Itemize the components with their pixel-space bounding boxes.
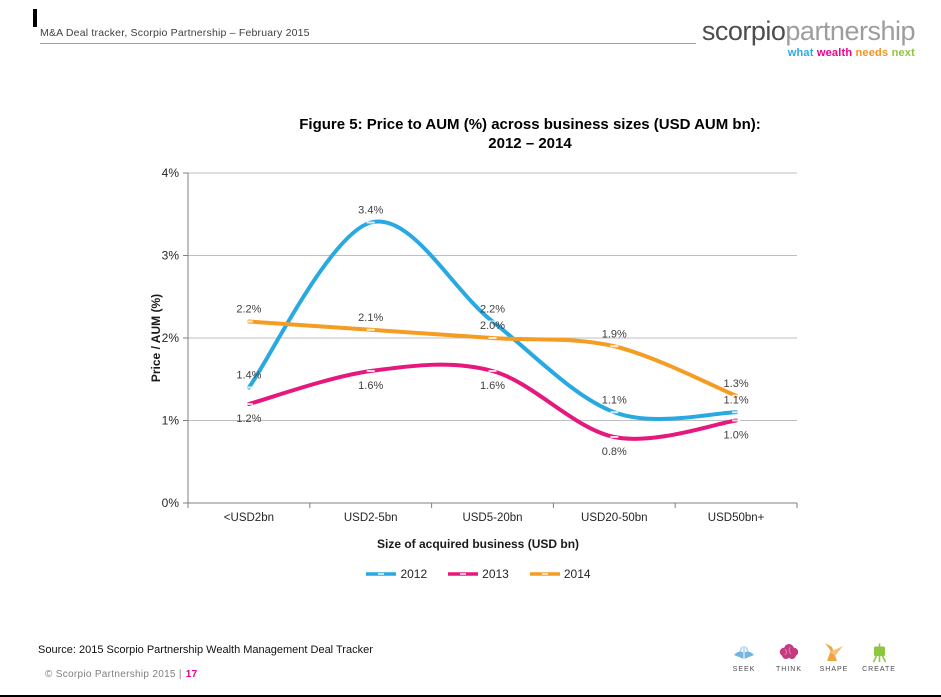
data-point-label: 2.2% xyxy=(236,304,261,316)
create-item: CREATE xyxy=(862,640,896,673)
seek-label: SEEK xyxy=(732,666,756,673)
think-icon xyxy=(779,644,799,659)
x-category-label: USD2-5bn xyxy=(344,512,398,524)
legend-label: 2013 xyxy=(482,567,509,581)
legend-swatch xyxy=(529,572,560,576)
series-line-2013 xyxy=(246,362,739,441)
y-tick-label: 4% xyxy=(162,166,180,180)
y-tick-label: 1% xyxy=(162,414,180,428)
legend-swatch xyxy=(366,572,397,576)
seek-item: SEEK xyxy=(728,640,760,673)
header-rule xyxy=(40,43,696,44)
create-icon xyxy=(872,643,887,663)
data-point-label: 1.0% xyxy=(724,430,749,442)
legend-item-2013: 2013 xyxy=(447,567,509,581)
slide-header: M&A Deal tracker, Scorpio Partnership – … xyxy=(40,27,310,39)
source-note: Source: 2015 Scorpio Partnership Wealth … xyxy=(38,644,373,656)
shape-icon xyxy=(825,643,843,661)
data-point-label: 2.0% xyxy=(480,320,505,332)
data-point-label: 1.6% xyxy=(358,380,383,392)
data-point-label: 1.1% xyxy=(602,394,627,406)
logo-wordmark: scorpiopartnership xyxy=(701,16,916,46)
series-line-2012 xyxy=(246,219,739,421)
data-point-label: 1.3% xyxy=(724,378,749,390)
y-tick-label: 2% xyxy=(162,331,180,345)
slide-corner-mark xyxy=(33,9,37,27)
y-tick-label: 3% xyxy=(162,249,180,263)
chart-title: Figure 5: Price to AUM (%) across busine… xyxy=(120,115,940,153)
shape-item: SHAPE xyxy=(818,640,850,673)
x-axis-title: Size of acquired business (USD bn) xyxy=(376,537,580,551)
x-category-label: USD50bn+ xyxy=(708,512,765,524)
y-axis-title: Price / AUM (%) xyxy=(149,293,163,383)
legend-item-2012: 2012 xyxy=(365,567,427,581)
data-point-label: 1.6% xyxy=(480,380,505,392)
tagline-word-next: next xyxy=(888,47,915,59)
logo-tagline: what wealth needs next xyxy=(702,48,915,59)
shape-label: SHAPE xyxy=(819,666,849,673)
logo-part1: scorpio xyxy=(701,16,786,46)
tagline-word-wealth: wealth xyxy=(813,47,853,59)
footer-brand-icons: SEEK THINK SHAPE CREATE xyxy=(728,640,895,673)
legend-label: 2012 xyxy=(400,567,428,581)
x-category-label: <USD2bn xyxy=(224,512,274,524)
create-label: CREATE xyxy=(862,666,896,673)
data-point-label: 1.2% xyxy=(236,413,261,425)
think-item: THINK xyxy=(773,640,805,673)
think-label: THINK xyxy=(776,666,802,673)
chart-legend: 2012 2013 2014 xyxy=(140,567,816,581)
chart-title-line1: Figure 5: Price to AUM (%) across busine… xyxy=(299,116,761,133)
data-point-label: 0.8% xyxy=(602,446,627,458)
legend-label: 2014 xyxy=(563,567,591,581)
x-category-label: USD5-20bn xyxy=(462,512,522,524)
data-point-label: 2.1% xyxy=(358,312,383,324)
legend-item-2014: 2014 xyxy=(529,567,591,581)
seek-icon xyxy=(734,646,754,659)
logo-part2: partnership xyxy=(785,16,915,46)
y-tick-label: 0% xyxy=(162,496,180,510)
data-point-label: 1.1% xyxy=(724,394,749,406)
data-point-label: 1.4% xyxy=(236,370,261,382)
slide-bottom-bar xyxy=(0,695,941,697)
chart-title-line2: 2012 – 2014 xyxy=(488,135,572,152)
data-point-label: 1.9% xyxy=(602,328,627,340)
data-point-label: 3.4% xyxy=(358,205,383,217)
tagline-word-what: what xyxy=(787,47,814,59)
tagline-word-needs: needs xyxy=(852,47,889,59)
legend-swatch xyxy=(448,572,479,576)
page-number: 17 xyxy=(185,669,198,680)
x-category-label: USD20-50bn xyxy=(581,512,647,524)
copyright-line: © Scorpio Partnership 2015 | 17 xyxy=(45,669,198,680)
copyright-text: © Scorpio Partnership 2015 | xyxy=(45,669,182,680)
company-logo: scorpiopartnership what wealth needs nex… xyxy=(701,16,916,59)
data-point-label: 2.2% xyxy=(480,304,505,316)
